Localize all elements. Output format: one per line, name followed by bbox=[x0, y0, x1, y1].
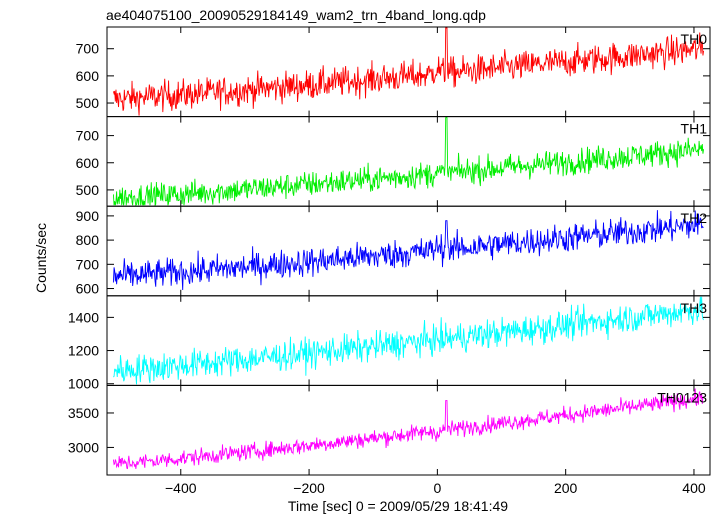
panel-frame bbox=[106, 205, 711, 297]
y-tick-label: 500 bbox=[76, 182, 100, 198]
x-tick-label: −200 bbox=[293, 480, 325, 496]
y-tick-label: 3500 bbox=[68, 405, 99, 421]
panel-label-th3: TH3 bbox=[681, 300, 708, 316]
panel-th0123: 3000 3500 TH0123 bbox=[68, 384, 711, 476]
y-tick-label: 1400 bbox=[68, 309, 99, 325]
panel-frame bbox=[106, 384, 711, 476]
y-tick-label: 1000 bbox=[68, 376, 99, 392]
y-tick-label: 800 bbox=[76, 232, 100, 248]
panel-label-th0: TH0 bbox=[681, 31, 708, 47]
series-line-th1 bbox=[112, 117, 705, 207]
y-tick-label: 500 bbox=[76, 95, 100, 111]
panel-label-th0123: TH0123 bbox=[657, 389, 707, 405]
x-tick-label: −400 bbox=[165, 480, 197, 496]
y-tick-label: 600 bbox=[76, 155, 100, 171]
y-tick-label: 900 bbox=[76, 208, 100, 224]
y-tick-label: 1200 bbox=[68, 343, 99, 359]
x-axis-title: Time [sec] 0 = 2009/05/29 18:41:49 bbox=[288, 498, 508, 514]
panel-label-th1: TH1 bbox=[681, 121, 708, 137]
chart-title: ae404075100_20090529184149_wam2_trn_4ban… bbox=[106, 7, 486, 23]
panel-label-th2: TH2 bbox=[681, 210, 708, 226]
y-tick-label: 600 bbox=[76, 281, 100, 297]
x-tick-label: 0 bbox=[433, 480, 441, 496]
y-tick-label: 3000 bbox=[68, 439, 99, 455]
panels-group: 500 600 700 TH0 500 600 700 TH1 600 700 800 900 TH2 1… bbox=[68, 26, 711, 496]
series-line-th2 bbox=[112, 210, 704, 291]
panel-th1: 500 600 700 TH1 bbox=[76, 116, 711, 207]
y-tick-label: 600 bbox=[76, 68, 100, 84]
panel-th3: 1000 1200 1400 TH3 bbox=[68, 295, 711, 392]
series-line-th3 bbox=[113, 296, 704, 385]
y-axis-title: Counts/sec bbox=[33, 223, 49, 293]
y-tick-label: 700 bbox=[76, 256, 100, 272]
series-line-th0123 bbox=[112, 388, 704, 470]
series-line-th0 bbox=[112, 27, 705, 116]
x-tick-label: 200 bbox=[554, 480, 578, 496]
panel-th2: 600 700 800 900 TH2 bbox=[76, 205, 711, 297]
y-tick-label: 700 bbox=[76, 41, 100, 57]
y-tick-label: 700 bbox=[76, 128, 100, 144]
x-tick-label: 400 bbox=[682, 480, 706, 496]
panel-th0: 500 600 700 TH0 bbox=[76, 26, 711, 118]
